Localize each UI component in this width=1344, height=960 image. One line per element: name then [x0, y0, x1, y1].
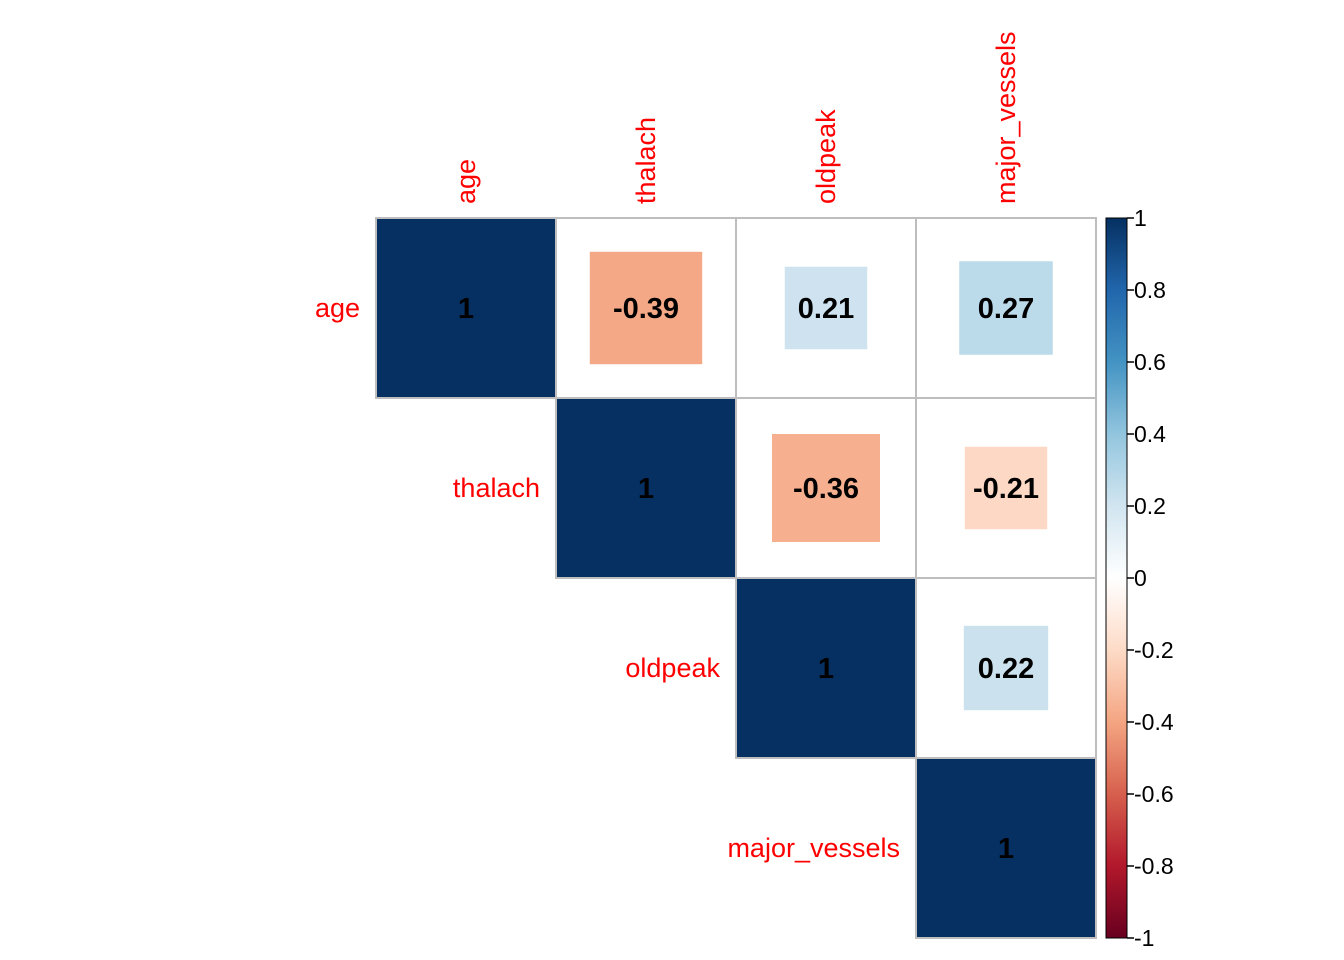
legend-tick-label: 0.6 [1134, 349, 1166, 375]
legend-tick-label: -0.2 [1134, 637, 1174, 663]
cell-value-label: 0.27 [978, 293, 1034, 325]
legend-tick-label: 0.2 [1134, 493, 1166, 519]
legend-tick-label: -1 [1134, 925, 1154, 951]
correlation-square [959, 261, 1053, 355]
column-label: age [451, 159, 481, 204]
legend-tick-label: 0.4 [1134, 421, 1166, 447]
cell-value-label: 1 [458, 293, 474, 325]
cell-value-label: 0.22 [978, 653, 1034, 685]
legend-tick-label: -0.4 [1134, 709, 1174, 735]
cell-value-label: 1 [998, 833, 1014, 865]
cell-value-label: 1 [638, 473, 654, 505]
row-label: major_vessels [727, 833, 900, 863]
correlation-square [589, 251, 703, 365]
correlation-square [963, 625, 1049, 711]
cell-value-label: 0.21 [798, 293, 854, 325]
correlation-square [916, 758, 1096, 938]
correlation-square [772, 434, 880, 542]
row-label: oldpeak [625, 653, 720, 683]
legend-tick-label: 1 [1134, 205, 1147, 231]
column-label: major_vessels [991, 31, 1021, 204]
cell-value-label: -0.36 [793, 473, 859, 505]
cell-value-label: 1 [818, 653, 834, 685]
correlation-square [784, 266, 868, 350]
cell-value-label: -0.21 [973, 473, 1039, 505]
row-label: age [315, 293, 360, 323]
legend-tick-label: 0 [1134, 565, 1147, 591]
correlation-square [736, 578, 916, 758]
column-label: thalach [631, 117, 661, 204]
legend-tick-label: -0.8 [1134, 853, 1174, 879]
correlation-square [376, 218, 556, 398]
legend-color-bar [1106, 218, 1127, 938]
column-label: oldpeak [811, 109, 841, 204]
cell-value-label: -0.39 [613, 293, 679, 325]
legend-tick-label: -0.6 [1134, 781, 1174, 807]
correlation-square [964, 446, 1048, 530]
grid-line [915, 757, 1097, 939]
row-label: thalach [453, 473, 540, 503]
correlation-square [556, 398, 736, 578]
legend-tick-label: 0.8 [1134, 277, 1166, 303]
